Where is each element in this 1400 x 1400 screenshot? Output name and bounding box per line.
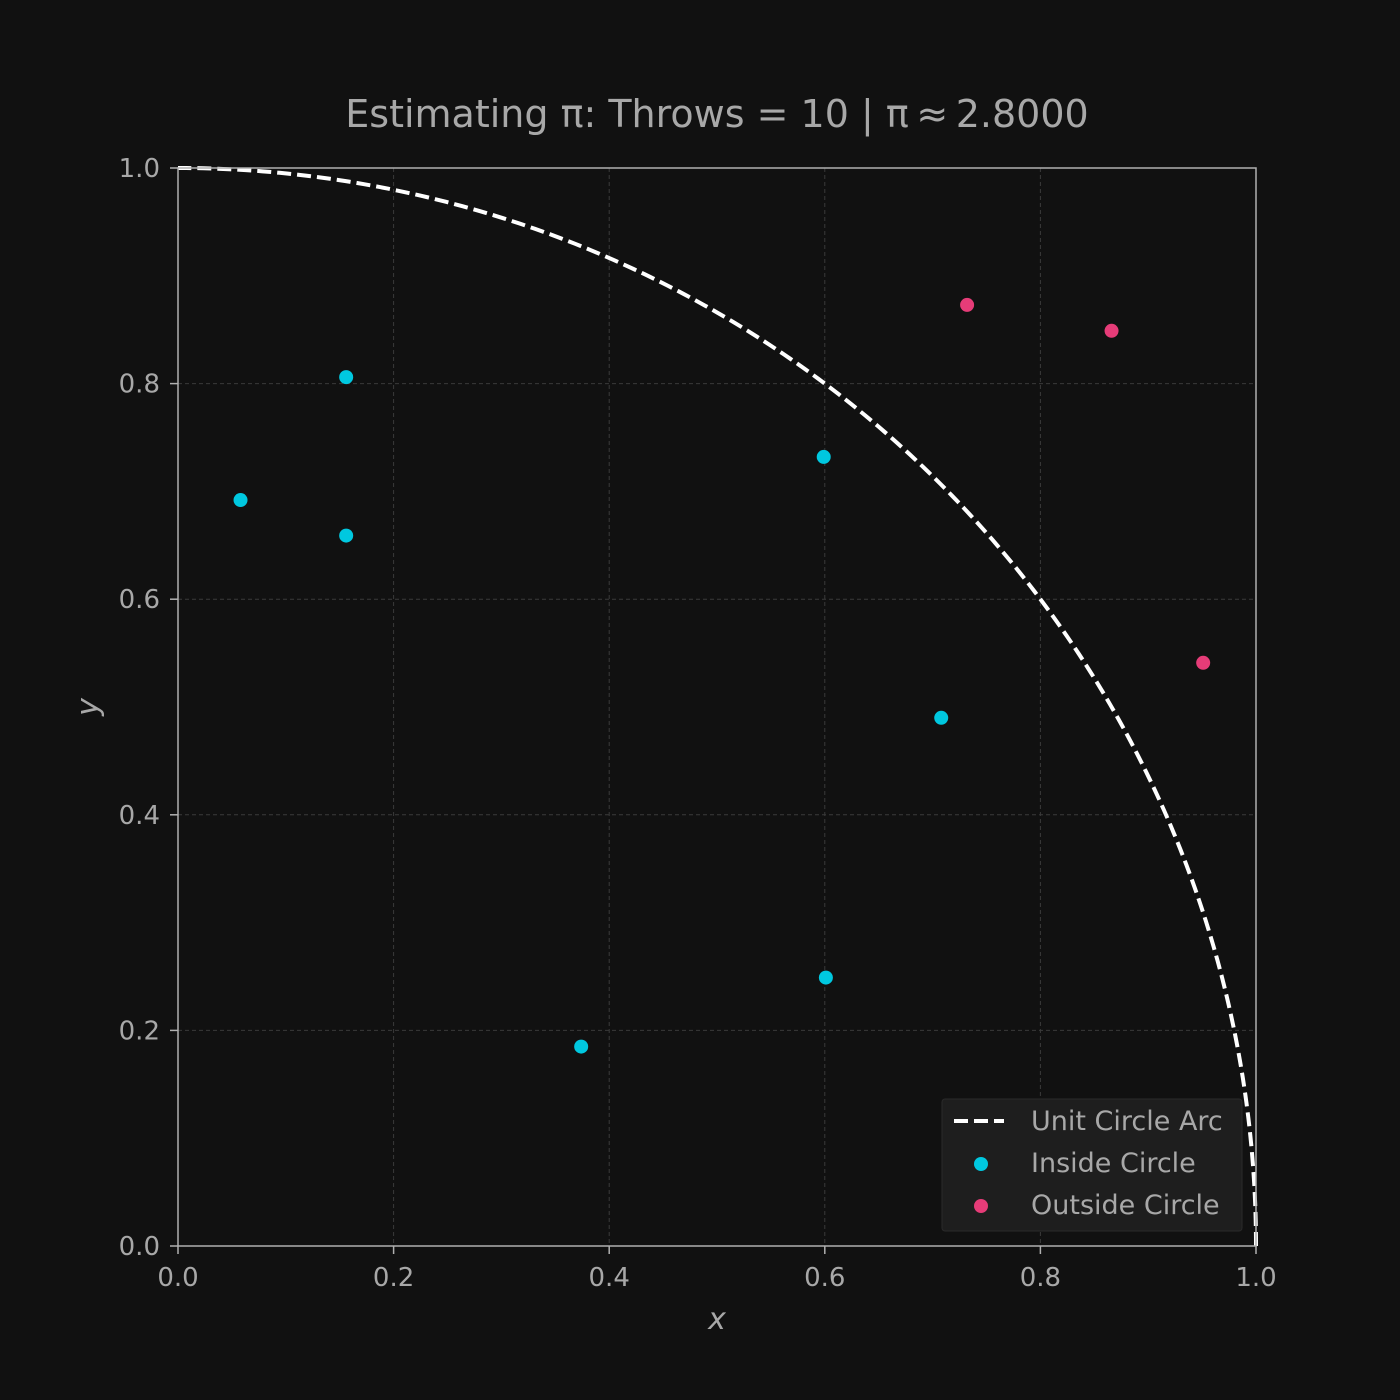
unit-circle-arc bbox=[177, 166, 1258, 1247]
y-tick-label: 0.4 bbox=[119, 801, 160, 831]
plot-area bbox=[178, 168, 1256, 1246]
points-layer bbox=[233, 297, 1211, 1054]
x-tick-label: 0.2 bbox=[373, 1263, 414, 1293]
legend-inside-label: Inside Circle bbox=[1031, 1148, 1196, 1179]
chart-title: Estimating π: Throws = 10 | π ≈ 2.8000 bbox=[345, 92, 1088, 137]
x-tick-label: 0.8 bbox=[1020, 1263, 1061, 1293]
y-tick-label: 0.6 bbox=[119, 585, 160, 615]
inside-point bbox=[816, 449, 831, 464]
legend-outside-swatch bbox=[974, 1199, 988, 1213]
y-tick-label: 0.0 bbox=[119, 1232, 160, 1262]
ticks: 0.0 0.2 0.4 0.6 0.8 1.0 0.0 0.2 0.4 0.6 0.8 1.0 bbox=[119, 154, 1277, 1293]
legend-box bbox=[941, 1098, 1243, 1232]
inside-point bbox=[818, 970, 833, 985]
x-tick-label: 1.0 bbox=[1235, 1263, 1276, 1293]
x-tick-label: 0.6 bbox=[804, 1263, 845, 1293]
y-tick-label: 1.0 bbox=[119, 154, 160, 184]
legend-outside-label: Outside Circle bbox=[1031, 1190, 1220, 1221]
grid bbox=[178, 168, 1256, 1246]
outside-point bbox=[1196, 655, 1211, 670]
x-axis-label: x bbox=[707, 1302, 726, 1337]
y-tick-label: 0.8 bbox=[119, 370, 160, 400]
outside-point bbox=[1104, 323, 1119, 338]
inside-point bbox=[934, 710, 949, 725]
legend-arc-label: Unit Circle Arc bbox=[1031, 1106, 1223, 1137]
y-axis-label: y bbox=[71, 697, 106, 717]
inside-point bbox=[339, 528, 354, 543]
inside-point bbox=[233, 493, 248, 508]
outside-point bbox=[960, 297, 975, 312]
x-tick-label: 0.4 bbox=[589, 1263, 630, 1293]
legend-inside-swatch bbox=[974, 1157, 988, 1171]
plot-frame bbox=[177, 167, 1257, 1247]
inside-point bbox=[574, 1039, 589, 1054]
legend: Unit Circle Arc Inside Circle Outside Ci… bbox=[941, 1098, 1243, 1232]
arc-layer bbox=[177, 166, 1258, 1247]
y-tick-label: 0.2 bbox=[119, 1016, 160, 1046]
x-tick-label: 0.0 bbox=[157, 1263, 198, 1293]
inside-point bbox=[339, 370, 354, 385]
